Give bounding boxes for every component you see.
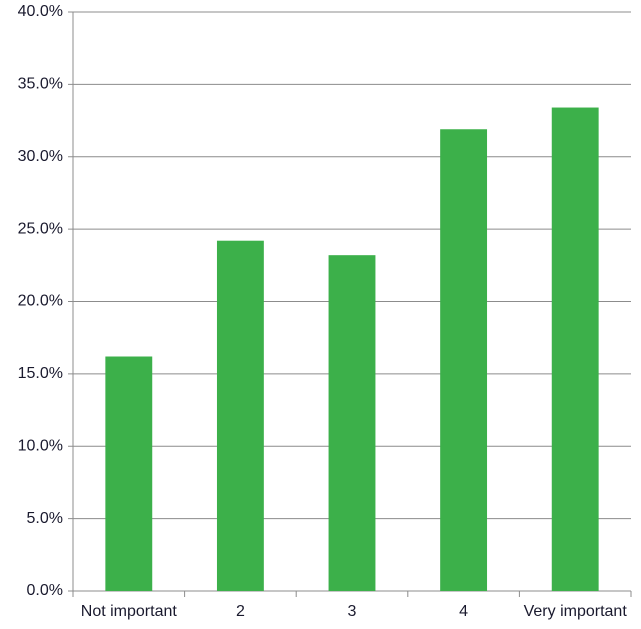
x-tick-label: 3	[348, 603, 357, 620]
y-tick-label: 35.0%	[18, 76, 63, 93]
y-tick-label: 0.0%	[27, 582, 63, 599]
y-tick-label: 15.0%	[18, 365, 63, 382]
bar	[551, 107, 599, 591]
y-tick-label: 5.0%	[27, 510, 63, 527]
x-tick-label: Very important	[524, 603, 628, 620]
y-tick-label: 40.0%	[18, 3, 63, 20]
x-tick-label: Not important	[81, 603, 178, 620]
y-tick-label: 20.0%	[18, 293, 63, 310]
bar	[328, 255, 376, 591]
y-tick-label: 10.0%	[18, 437, 63, 454]
bar	[440, 129, 488, 591]
bar	[105, 356, 153, 591]
x-tick-label: 2	[236, 603, 245, 620]
y-tick-label: 30.0%	[18, 148, 63, 165]
y-tick-label: 25.0%	[18, 220, 63, 237]
bar	[216, 240, 264, 591]
x-tick-label: 4	[459, 603, 468, 620]
